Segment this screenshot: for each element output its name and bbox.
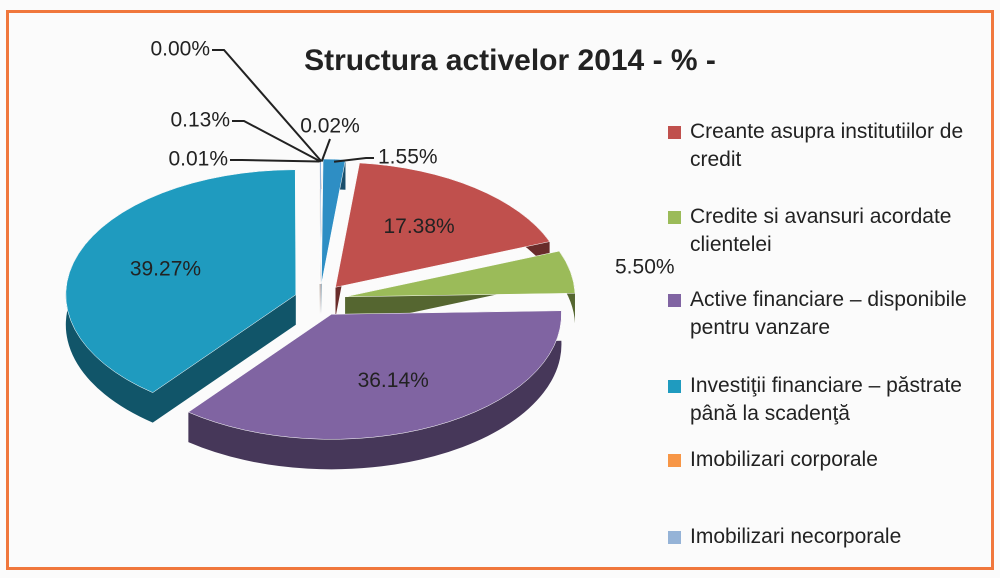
legend-swatch bbox=[668, 531, 681, 544]
data-label: 0.02% bbox=[300, 115, 360, 138]
leader-line bbox=[232, 120, 321, 163]
legend-item: Imobilizari corporale bbox=[668, 446, 1000, 474]
slice-tops bbox=[65, 158, 576, 440]
legend-item: Creante asupra institutiilor de credit bbox=[668, 118, 1000, 174]
legend-label: Investiţii financiare – păstrate până la… bbox=[690, 374, 962, 425]
data-label: 36.14% bbox=[358, 369, 429, 392]
data-label: 5.50% bbox=[615, 256, 675, 279]
legend-swatch bbox=[668, 211, 681, 224]
leader-line bbox=[333, 157, 374, 163]
data-label: 1.55% bbox=[378, 146, 438, 169]
legend-label: Imobilizari necorporale bbox=[690, 525, 902, 548]
legend-item: Imobilizari necorporale bbox=[668, 523, 1000, 551]
legend-label: Credite si avansuri acordate clientelei bbox=[690, 205, 952, 256]
data-label: 0.01% bbox=[168, 148, 228, 171]
legend-swatch bbox=[668, 126, 681, 139]
slice-side bbox=[188, 310, 562, 470]
legend-swatch bbox=[668, 454, 681, 467]
data-label: 0.00% bbox=[150, 38, 210, 61]
legend-item: Investiţii financiare – păstrate până la… bbox=[668, 372, 1000, 428]
legend-label: Creante asupra institutiilor de credit bbox=[690, 120, 964, 171]
legend-swatch bbox=[668, 380, 681, 393]
slice bbox=[335, 162, 551, 288]
legend-label: Imobilizari corporale bbox=[690, 448, 878, 471]
slice bbox=[187, 310, 562, 440]
chart-title: Structura activelor 2014 - % - bbox=[304, 44, 716, 77]
legend-item: Credite si avansuri acordate clientelei bbox=[668, 203, 1000, 259]
data-label: 39.27% bbox=[130, 258, 201, 281]
legend-swatch bbox=[668, 294, 681, 307]
legend-item: Active financiare – disponibile pentru v… bbox=[668, 286, 1000, 342]
legend-label: Active financiare – disponibile pentru v… bbox=[690, 288, 967, 339]
data-label: 0.13% bbox=[170, 109, 230, 132]
frame bbox=[6, 10, 994, 570]
slice bbox=[345, 250, 576, 298]
leader-line bbox=[320, 138, 331, 162]
slice bbox=[65, 169, 297, 393]
data-label: 17.38% bbox=[383, 215, 454, 238]
leader-line bbox=[230, 159, 320, 163]
leader-line bbox=[212, 49, 323, 163]
